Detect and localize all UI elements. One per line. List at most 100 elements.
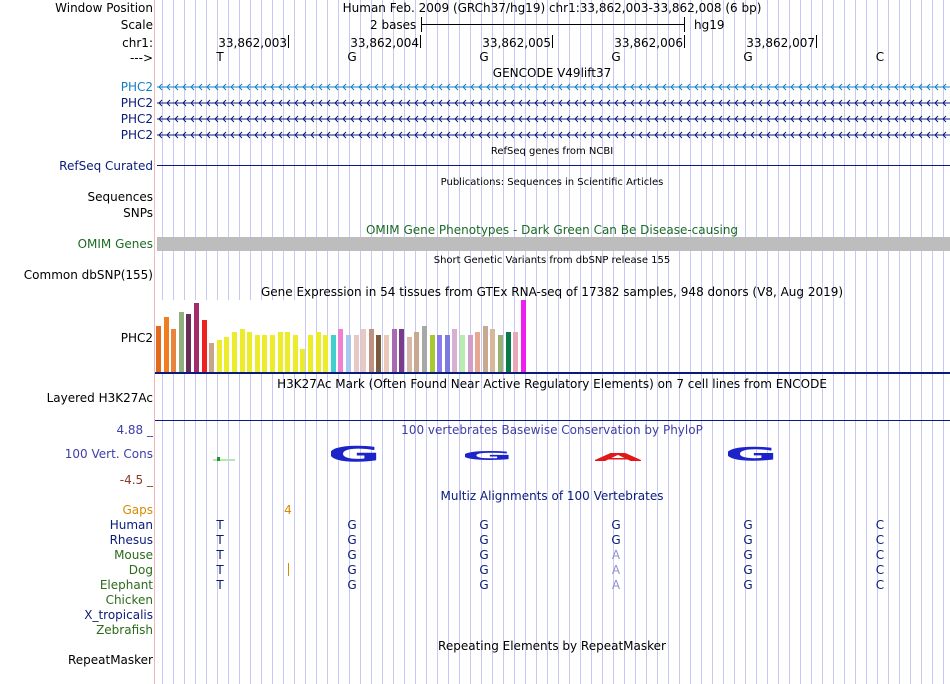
- gtex-tissue-bar[interactable]: [460, 335, 465, 372]
- gtex-tissue-bar[interactable]: [475, 332, 481, 372]
- species-label-x-tropicalis[interactable]: X_tropicalis: [84, 608, 153, 622]
- grid-line: [932, 0, 933, 684]
- track-label-common-dbsnp[interactable]: Common dbSNP(155): [23, 268, 153, 282]
- track-label-phc2-4[interactable]: PHC2: [120, 128, 153, 142]
- species-label-chicken[interactable]: Chicken: [105, 593, 153, 607]
- gtex-tissue-bar[interactable]: [270, 335, 275, 372]
- grid-line: [580, 0, 581, 684]
- gtex-tissue-bar[interactable]: [330, 335, 336, 372]
- label-window-position: Window Position: [55, 1, 153, 15]
- grid-line: [558, 0, 559, 684]
- gtex-tissue-bar[interactable]: [414, 332, 420, 372]
- grid-line: [536, 0, 537, 684]
- gtex-tissue-bar[interactable]: [262, 335, 268, 372]
- gtex-tissue-bar[interactable]: [163, 317, 169, 372]
- gencode-track-title: GENCODE V49lift37: [492, 66, 612, 80]
- track-label-gaps[interactable]: Gaps: [122, 503, 153, 517]
- species-label-mouse[interactable]: Mouse: [114, 548, 153, 562]
- track-label-phc2-1[interactable]: PHC2: [120, 80, 153, 94]
- track-label-layered-h3k27ac[interactable]: Layered H3K27Ac: [46, 391, 153, 405]
- gtex-tissue-bar[interactable]: [254, 335, 260, 372]
- species-label-rhesus[interactable]: Rhesus: [109, 533, 153, 547]
- gtex-tissue-bar[interactable]: [194, 303, 199, 372]
- gtex-tissue-bar[interactable]: [277, 332, 283, 372]
- alignment-base: G: [743, 533, 753, 547]
- gtex-tissue-bar[interactable]: [490, 329, 496, 372]
- gtex-tissue-bar[interactable]: [422, 326, 427, 372]
- track-label-phc2-2[interactable]: PHC2: [120, 96, 153, 110]
- gtex-tissue-bar[interactable]: [429, 335, 435, 372]
- track-label-gtex-phc2[interactable]: PHC2: [120, 331, 153, 345]
- gtex-tissue-bar[interactable]: [384, 335, 389, 372]
- gtex-tissue-bar[interactable]: [406, 337, 412, 372]
- gtex-tissue-bar[interactable]: [444, 335, 450, 372]
- alignment-base: G: [743, 548, 753, 562]
- track-label-100-vert-cons[interactable]: 100 Vert. Cons: [64, 447, 153, 461]
- alignment-base: G: [479, 518, 489, 532]
- phylop-t-mark: [217, 457, 220, 461]
- gtex-tissue-bar[interactable]: [323, 335, 329, 372]
- phylop-max-value: 4.88 _: [116, 423, 153, 437]
- gtex-tissue-bar[interactable]: [308, 335, 313, 372]
- species-label-dog[interactable]: Dog: [128, 563, 153, 577]
- track-label-snps[interactable]: SNPs: [123, 206, 153, 220]
- gtex-tissue-bar[interactable]: [498, 335, 503, 372]
- species-label-elephant[interactable]: Elephant: [99, 578, 153, 592]
- ruler-position: 33,862,004: [350, 36, 419, 50]
- gtex-tissue-bar[interactable]: [300, 349, 306, 372]
- gtex-tissue-bar[interactable]: [520, 300, 526, 372]
- grid-line: [866, 0, 867, 684]
- gtex-tissue-bar[interactable]: [505, 332, 511, 372]
- grid-line: [481, 0, 482, 684]
- track-label-phc2-3[interactable]: PHC2: [120, 112, 153, 126]
- gtex-tissue-bar[interactable]: [285, 332, 291, 372]
- gtex-tissue-bar[interactable]: [346, 335, 351, 372]
- gtex-tissue-bar[interactable]: [186, 314, 192, 372]
- gtex-tissue-bar[interactable]: [156, 326, 161, 372]
- gtex-tissue-bar[interactable]: [513, 332, 519, 372]
- assembly-position: Human Feb. 2009 (GRCh37/hg19) chr1:33,86…: [342, 1, 762, 15]
- ruler-tick: [420, 35, 421, 48]
- gtex-tissue-bar[interactable]: [368, 329, 374, 372]
- gtex-tissue-bar[interactable]: [361, 329, 367, 372]
- gtex-tissue-bar[interactable]: [399, 329, 405, 372]
- gtex-tissue-bar[interactable]: [376, 335, 382, 372]
- gtex-tissue-bar[interactable]: [467, 335, 473, 372]
- gtex-tissue-bar[interactable]: [391, 329, 397, 372]
- track-label-repeatmasker[interactable]: RepeatMasker: [67, 653, 153, 667]
- track-label-omim-genes[interactable]: OMIM Genes: [77, 237, 153, 251]
- gtex-tissue-bar[interactable]: [171, 329, 177, 372]
- h3k27ac-track-title: H3K27Ac Mark (Often Found Near Active Re…: [277, 377, 827, 391]
- gencode-transcripts[interactable]: [155, 80, 950, 142]
- omim-gene-bar[interactable]: [157, 237, 950, 251]
- alignment-base: G: [611, 533, 621, 547]
- track-label-sequences[interactable]: Sequences: [87, 190, 153, 204]
- gtex-tissue-bar[interactable]: [292, 335, 298, 372]
- gtex-tissue-bar[interactable]: [338, 329, 344, 372]
- gtex-tissue-bar[interactable]: [437, 335, 443, 372]
- gtex-tissue-bar[interactable]: [224, 337, 230, 372]
- gtex-tissue-bar[interactable]: [178, 312, 184, 372]
- gtex-tissue-bar[interactable]: [482, 326, 488, 372]
- species-label-human[interactable]: Human: [109, 518, 153, 532]
- species-label-zebrafish[interactable]: Zebrafish: [96, 623, 153, 637]
- gtex-tissue-bar[interactable]: [315, 332, 321, 372]
- gtex-tissue-bar[interactable]: [209, 343, 215, 372]
- grid-line: [943, 0, 944, 684]
- grid-line: [459, 0, 460, 684]
- label-chr: chr1:: [122, 36, 153, 50]
- alignment-base: G: [479, 548, 489, 562]
- gtex-bar-chart[interactable]: [156, 300, 556, 372]
- gtex-tissue-bar[interactable]: [201, 320, 207, 372]
- refseq-transcript[interactable]: [157, 165, 950, 166]
- gtex-tissue-bar[interactable]: [452, 329, 458, 372]
- alignment-base-mismatch: A: [611, 578, 621, 592]
- gtex-tissue-bar[interactable]: [353, 335, 359, 372]
- gtex-tissue-bar[interactable]: [247, 332, 253, 372]
- gtex-tissue-bar[interactable]: [232, 332, 237, 372]
- gtex-tissue-bar[interactable]: [216, 340, 222, 372]
- track-label-refseq-curated[interactable]: RefSeq Curated: [59, 159, 153, 173]
- dog-gap-marker: [288, 563, 289, 576]
- gtex-tissue-bar[interactable]: [239, 329, 245, 372]
